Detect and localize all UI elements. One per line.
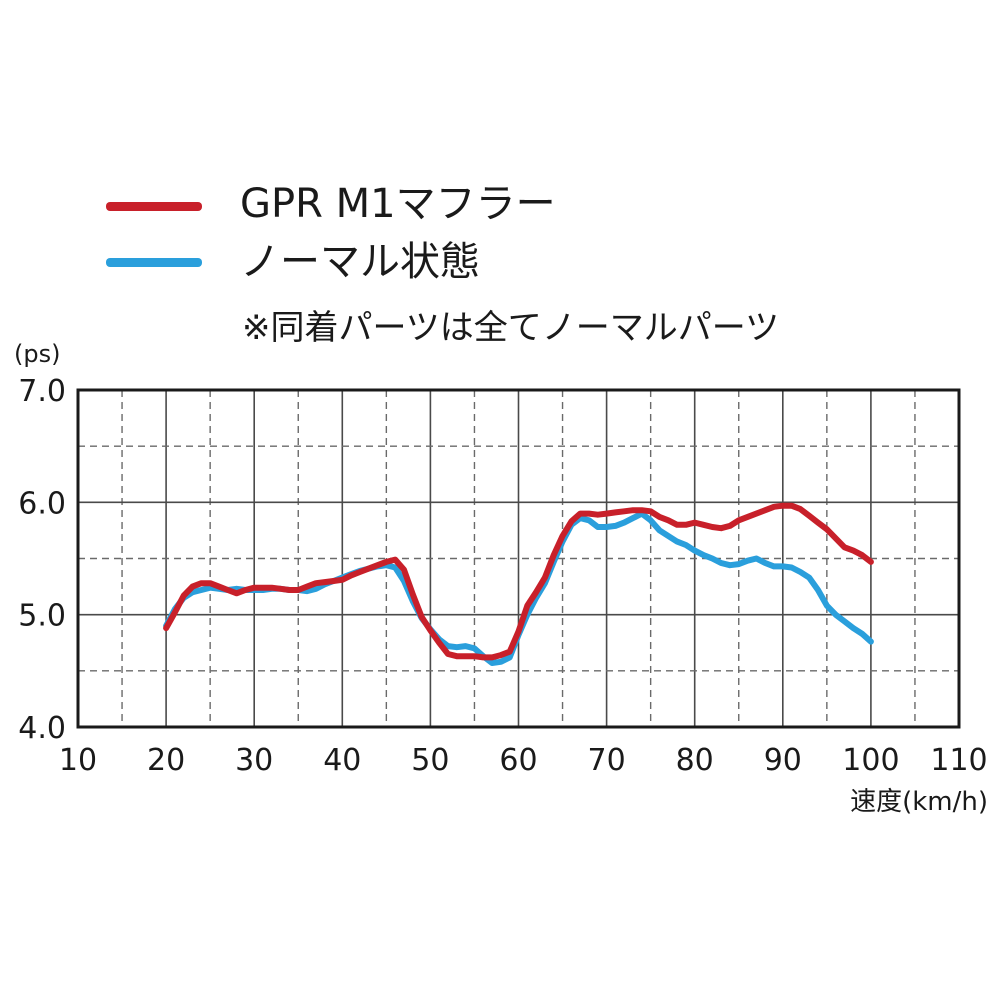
x-tick-label: 30 (235, 743, 273, 778)
x-tick-label: 100 (842, 743, 899, 778)
legend-label-normal: ノーマル状態 (240, 239, 480, 285)
legend-swatch-gpr (106, 202, 202, 211)
x-tick-label: 60 (499, 743, 537, 778)
series-line-gpr (163, 502, 874, 661)
x-tick-label: 50 (411, 743, 449, 778)
legend-swatch-normal (106, 258, 202, 267)
y-tick-label: 5.0 (18, 599, 66, 634)
y-axis-label: (ps) (14, 340, 60, 368)
legend-label-gpr: GPR M1マフラー (240, 181, 556, 227)
x-tick-label: 110 (930, 743, 987, 778)
y-tick-label: 4.0 (18, 711, 66, 746)
tick-labels: 10 20 30 40 50 60 70 80 90 100 110 4.0 5.0 6.0 7.0 (18, 374, 987, 778)
x-tick-label: 40 (323, 743, 361, 778)
x-tick-label: 10 (59, 743, 97, 778)
y-tick-label: 6.0 (18, 486, 66, 521)
plot-frame (76, 388, 961, 729)
x-tick-label: 70 (588, 743, 626, 778)
series-layer (163, 502, 874, 666)
x-axis-label: 速度(km/h) (850, 787, 988, 817)
x-tick-label: 20 (147, 743, 185, 778)
x-tick-label: 90 (764, 743, 802, 778)
chart-note: ※同着パーツは全てノーマルパーツ (242, 308, 780, 348)
grid (78, 390, 959, 727)
y-tick-label: 7.0 (18, 374, 66, 409)
x-tick-label: 80 (676, 743, 714, 778)
